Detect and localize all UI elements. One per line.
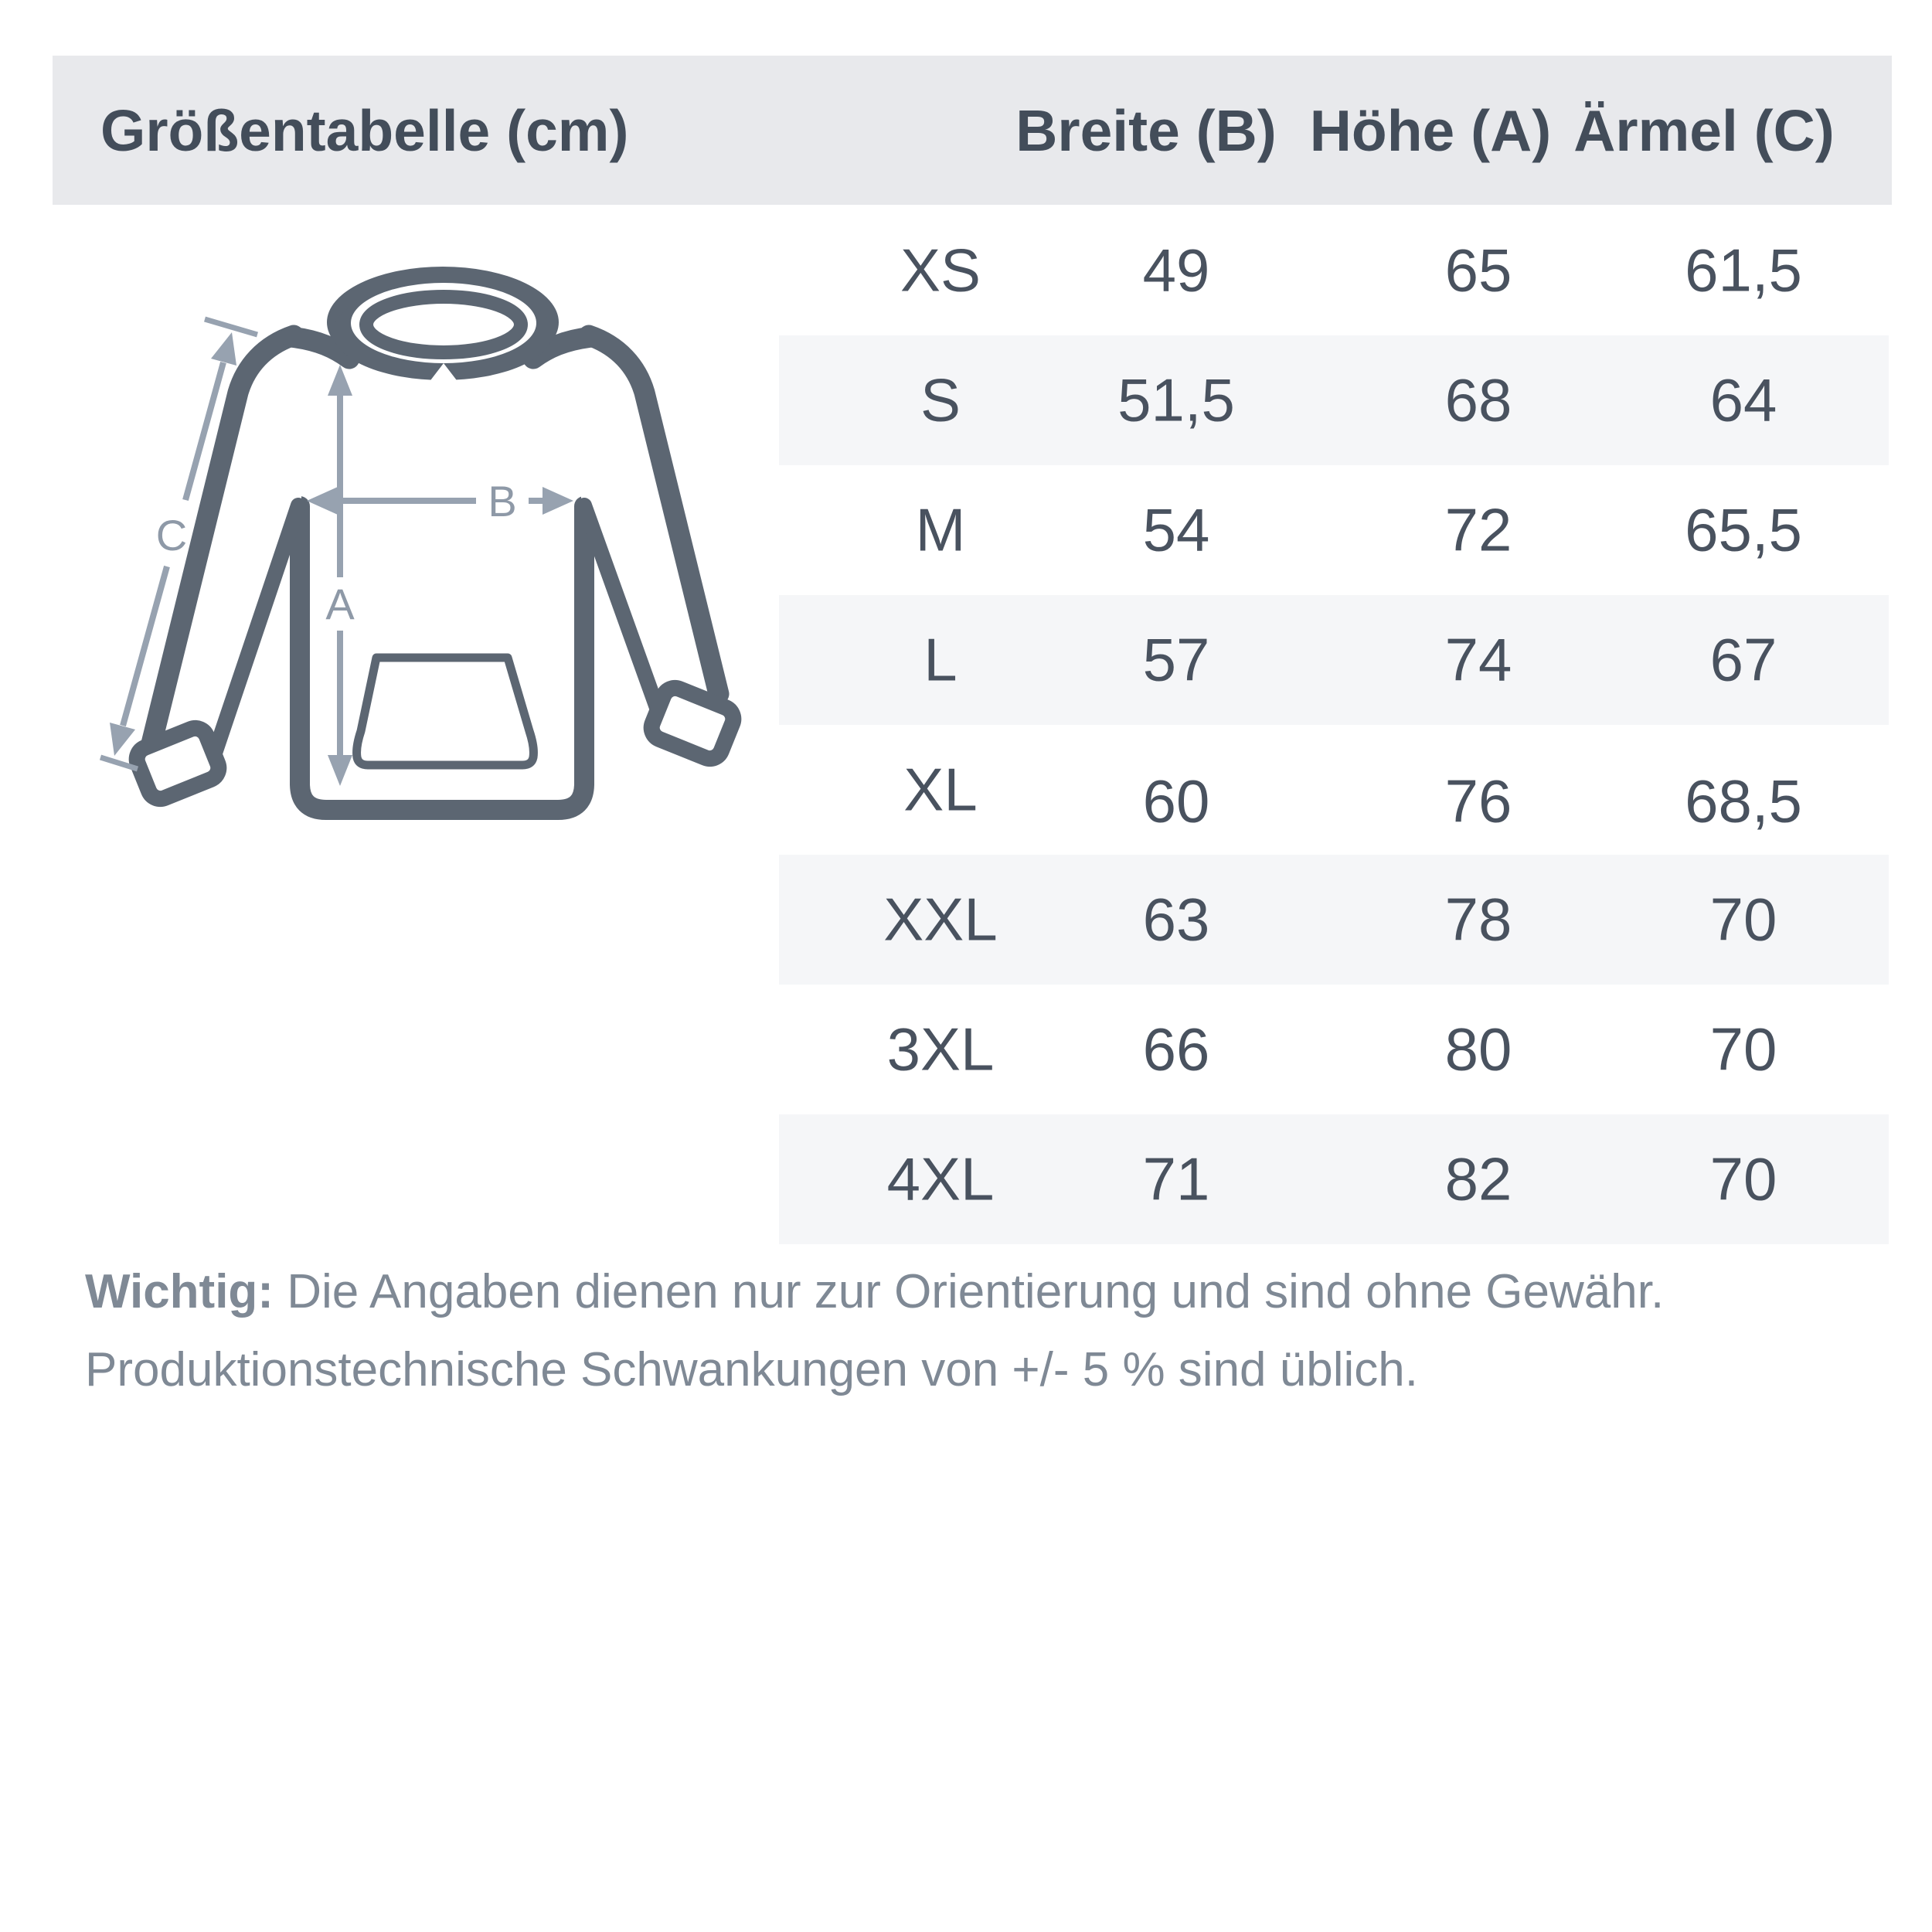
table-row: L 57 74 67 xyxy=(779,595,1889,725)
cell-breite: 71 xyxy=(1142,1145,1210,1213)
cell-breite: 57 xyxy=(1142,625,1210,694)
table-row: 4XL 71 82 70 xyxy=(779,1114,1889,1244)
important-label: Wichtig: xyxy=(85,1265,274,1318)
cell-aermel: 67 xyxy=(1709,625,1777,694)
cell-size: XL xyxy=(903,755,978,824)
cell-hoehe: 80 xyxy=(1444,1015,1512,1083)
cell-size: 4XL xyxy=(886,1145,995,1213)
column-header-aermel: Ärmel (C) xyxy=(1573,97,1835,163)
cell-hoehe: 78 xyxy=(1444,885,1512,954)
hood-icon xyxy=(280,267,603,386)
label-A: A xyxy=(325,580,355,628)
table-row: XL 60 76 68,5 xyxy=(779,725,1889,855)
height-arrow-icon xyxy=(328,365,352,786)
hoodie-outline-icon xyxy=(128,267,742,820)
cell-size: XS xyxy=(900,236,981,304)
measure-arrows xyxy=(99,316,573,786)
cell-breite: 66 xyxy=(1142,1015,1210,1083)
label-B: B xyxy=(488,477,516,526)
sleeve-arrow-icon xyxy=(99,316,258,772)
cell-breite: 60 xyxy=(1142,767,1210,835)
cell-hoehe: 68 xyxy=(1444,366,1512,434)
cell-breite: 49 xyxy=(1142,236,1210,304)
disclaimer: Wichtig: Die Angaben dienen nur zur Orie… xyxy=(85,1264,1893,1420)
table-row: XXL 63 78 70 xyxy=(779,855,1889,985)
cell-aermel: 65,5 xyxy=(1685,495,1802,564)
table-row: M 54 72 65,5 xyxy=(779,465,1889,595)
pocket-icon xyxy=(352,653,538,770)
table-row: XS 49 65 61,5 xyxy=(779,206,1889,335)
cell-aermel: 70 xyxy=(1709,1015,1777,1083)
cell-hoehe: 76 xyxy=(1444,767,1512,835)
cell-size: L xyxy=(923,625,957,694)
cell-aermel: 61,5 xyxy=(1685,236,1802,304)
page-title: Größentabelle (cm) xyxy=(100,97,629,163)
cell-aermel: 64 xyxy=(1709,366,1777,434)
disclaimer-line-1: Wichtig: Die Angaben dienen nur zur Orie… xyxy=(85,1265,1665,1318)
cell-hoehe: 82 xyxy=(1444,1145,1512,1213)
cell-breite: 54 xyxy=(1142,495,1210,564)
cell-size: M xyxy=(915,495,966,564)
size-table: XS 49 65 61,5 S 51,5 68 64 M 54 72 65,5 … xyxy=(779,206,1889,1244)
disclaimer-line-2: Produktionstechnische Schwankungen von +… xyxy=(85,1343,1418,1396)
hoodie-diagram-icon: A B C xyxy=(99,267,742,820)
cell-aermel: 70 xyxy=(1709,885,1777,954)
cell-aermel: 68,5 xyxy=(1685,767,1802,835)
cell-breite: 51,5 xyxy=(1117,366,1235,434)
label-C: C xyxy=(156,511,187,560)
cell-breite: 63 xyxy=(1142,885,1210,954)
cell-hoehe: 65 xyxy=(1444,236,1512,304)
cell-hoehe: 74 xyxy=(1444,625,1512,694)
column-header-hoehe: Höhe (A) xyxy=(1309,97,1552,163)
cell-size: 3XL xyxy=(886,1015,995,1083)
cell-size: XXL xyxy=(883,885,998,954)
column-header-breite: Breite (B) xyxy=(1015,97,1277,163)
cell-aermel: 70 xyxy=(1709,1145,1777,1213)
table-row: 3XL 66 80 70 xyxy=(779,985,1889,1114)
cell-hoehe: 72 xyxy=(1444,495,1512,564)
cell-size: S xyxy=(920,366,961,434)
table-row: S 51,5 68 64 xyxy=(779,335,1889,465)
width-arrow-icon xyxy=(307,487,573,515)
table-header: Größentabelle (cm) Breite (B) Höhe (A) Ä… xyxy=(53,56,1892,205)
